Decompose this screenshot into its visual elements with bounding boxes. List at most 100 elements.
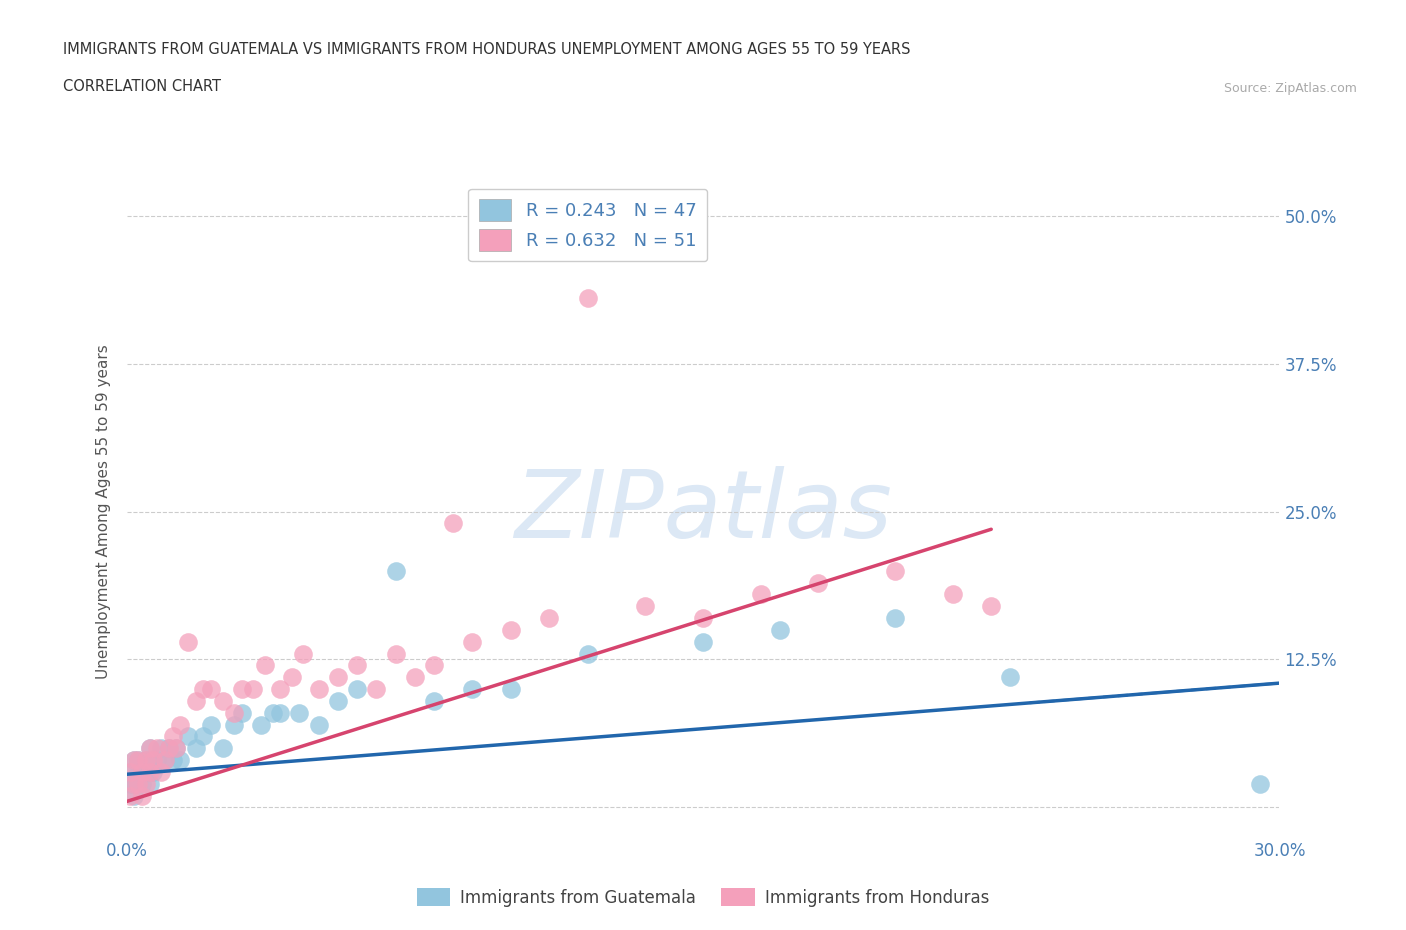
Point: [942, 587, 965, 602]
Point: [326, 694, 349, 709]
Point: [162, 752, 184, 767]
Point: [224, 717, 246, 732]
Point: [122, 752, 145, 767]
Point: [184, 694, 207, 709]
Point: [423, 694, 446, 709]
Point: [308, 717, 330, 732]
Point: [326, 670, 349, 684]
Point: [1000, 670, 1022, 684]
Point: [749, 587, 772, 602]
Point: [120, 777, 142, 791]
Point: [461, 634, 484, 649]
Point: [423, 658, 446, 672]
Point: [262, 705, 284, 720]
Point: [150, 741, 173, 756]
Point: [346, 682, 368, 697]
Point: [1249, 777, 1271, 791]
Point: [138, 741, 160, 756]
Point: [131, 788, 153, 803]
Point: [135, 777, 157, 791]
Legend: Immigrants from Guatemala, Immigrants from Honduras: Immigrants from Guatemala, Immigrants fr…: [411, 882, 995, 913]
Point: [142, 752, 165, 767]
Point: [138, 764, 160, 779]
Text: ZIPatlas: ZIPatlas: [515, 466, 891, 557]
Point: [576, 646, 599, 661]
Point: [131, 764, 153, 779]
Point: [366, 682, 388, 697]
Point: [269, 682, 291, 697]
Point: [162, 729, 184, 744]
Point: [250, 717, 273, 732]
Point: [193, 682, 215, 697]
Point: [153, 752, 176, 767]
Point: [120, 764, 142, 779]
Point: [576, 291, 599, 306]
Point: [127, 752, 149, 767]
Point: [200, 682, 222, 697]
Point: [769, 622, 792, 637]
Point: [122, 777, 145, 791]
Point: [461, 682, 484, 697]
Point: [127, 777, 149, 791]
Point: [288, 705, 311, 720]
Point: [692, 611, 714, 626]
Point: [231, 682, 253, 697]
Point: [884, 564, 907, 578]
Point: [120, 788, 142, 803]
Point: [166, 741, 188, 756]
Point: [157, 741, 180, 756]
Point: [127, 777, 149, 791]
Point: [441, 516, 464, 531]
Point: [281, 670, 304, 684]
Point: [138, 741, 160, 756]
Point: [157, 741, 180, 756]
Point: [292, 646, 315, 661]
Text: IMMIGRANTS FROM GUATEMALA VS IMMIGRANTS FROM HONDURAS UNEMPLOYMENT AMONG AGES 55: IMMIGRANTS FROM GUATEMALA VS IMMIGRANTS …: [63, 42, 911, 57]
Point: [184, 741, 207, 756]
Point: [135, 764, 157, 779]
Point: [146, 752, 169, 767]
Point: [177, 729, 200, 744]
Point: [404, 670, 426, 684]
Point: [122, 788, 145, 803]
Point: [135, 752, 157, 767]
Point: [211, 694, 233, 709]
Point: [384, 564, 406, 578]
Point: [150, 764, 173, 779]
Point: [231, 705, 253, 720]
Point: [253, 658, 276, 672]
Y-axis label: Unemployment Among Ages 55 to 59 years: Unemployment Among Ages 55 to 59 years: [96, 344, 111, 679]
Text: Source: ZipAtlas.com: Source: ZipAtlas.com: [1223, 82, 1357, 95]
Point: [980, 599, 1002, 614]
Point: [884, 611, 907, 626]
Point: [193, 729, 215, 744]
Point: [153, 752, 176, 767]
Point: [135, 752, 157, 767]
Point: [122, 777, 145, 791]
Point: [346, 658, 368, 672]
Point: [242, 682, 264, 697]
Point: [138, 777, 160, 791]
Point: [169, 717, 191, 732]
Point: [146, 741, 169, 756]
Point: [634, 599, 657, 614]
Point: [142, 752, 165, 767]
Point: [211, 741, 233, 756]
Point: [269, 705, 291, 720]
Text: CORRELATION CHART: CORRELATION CHART: [63, 79, 221, 94]
Point: [308, 682, 330, 697]
Point: [499, 622, 522, 637]
Point: [127, 764, 149, 779]
Point: [166, 741, 188, 756]
Point: [384, 646, 406, 661]
Point: [120, 764, 142, 779]
Point: [692, 634, 714, 649]
Point: [499, 682, 522, 697]
Point: [122, 752, 145, 767]
Point: [200, 717, 222, 732]
Point: [142, 764, 165, 779]
Point: [538, 611, 561, 626]
Point: [807, 575, 830, 590]
Point: [177, 634, 200, 649]
Point: [224, 705, 246, 720]
